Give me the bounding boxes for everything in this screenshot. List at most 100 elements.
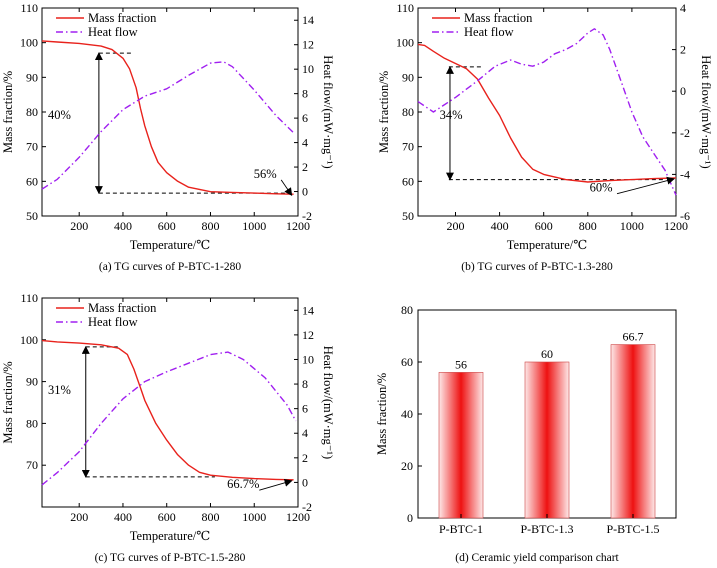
bar-data-label: 56 bbox=[455, 357, 467, 371]
y2-tick-label: 0 bbox=[302, 185, 308, 199]
y2-tick-label: 14 bbox=[302, 13, 314, 27]
annotation-label: 56% bbox=[254, 167, 277, 181]
y-axis-label: Mass fraction/% bbox=[377, 71, 391, 153]
y2-tick-label: 12 bbox=[302, 328, 314, 342]
y-tick-label: 100 bbox=[396, 36, 414, 50]
chart-panel-3: 200 400 600 800 1000 1200 70 80 90 100 110 -2 0 2 4 6 8 1… bbox=[1, 291, 335, 564]
y2-tick-label: 8 bbox=[302, 377, 308, 391]
annotation-pointer bbox=[259, 478, 293, 491]
annotation-label: 60% bbox=[590, 181, 613, 195]
y2-tick-label: -2 bbox=[302, 500, 312, 514]
y-tick-label: 70 bbox=[26, 458, 38, 472]
y2-tick-label: 6 bbox=[302, 402, 308, 416]
y-tick-label: 40 bbox=[401, 407, 413, 421]
annotation-pointer bbox=[280, 179, 293, 196]
x-axis-label: Temperature/℃ bbox=[507, 238, 587, 252]
y2-axis-label: Heat flow/(mW·mg⁻¹) bbox=[321, 346, 335, 459]
panel-caption: (d) Ceramic yield comparison chart bbox=[455, 552, 619, 564]
bar-p-btc-1 bbox=[438, 372, 484, 519]
x-axis-label: Temperature/℃ bbox=[130, 238, 210, 252]
x-tick-label: 1200 bbox=[286, 510, 310, 524]
x-category-label: P-BTC-1.5 bbox=[606, 522, 659, 536]
y2-tick-label: 4 bbox=[302, 426, 308, 440]
x-tick-label: 600 bbox=[158, 510, 176, 524]
x-tick-label: 400 bbox=[114, 510, 132, 524]
bar-p-btc-1-5 bbox=[610, 344, 656, 519]
bar-data-label: 66.7 bbox=[623, 330, 644, 344]
y-tick-label: 50 bbox=[402, 209, 414, 223]
x-tick-label: 200 bbox=[70, 510, 88, 524]
x-tick-label: 1000 bbox=[620, 219, 644, 233]
x-tick-label: 1000 bbox=[242, 219, 266, 233]
y2-tick-label: -6 bbox=[680, 209, 690, 223]
y-tick-label: 70 bbox=[402, 140, 414, 154]
bar-p-btc-1-3 bbox=[524, 361, 570, 519]
y2-tick-label: 8 bbox=[302, 87, 308, 101]
annotation-label: 66.7% bbox=[227, 477, 259, 491]
y-tick-label: 60 bbox=[26, 174, 38, 188]
y2-tick-label: 0 bbox=[680, 84, 686, 98]
y2-axis-label: Heat flow/(mW·mg⁻¹) bbox=[321, 55, 335, 168]
chart-panel-2: 200 400 600 800 1000 1200 50 60 70 80 90 100 110 -6 -4… bbox=[377, 1, 713, 273]
y2-tick-label: 0 bbox=[302, 475, 308, 489]
chart-panel-4: 0 20 40 60 80 Mass fraction/% 56 P-BTC-1 60 P-BTC… bbox=[375, 303, 677, 564]
x-tick-label: 400 bbox=[491, 219, 509, 233]
x-category-label: P-BTC-1.3 bbox=[520, 522, 573, 536]
y-tick-label: 60 bbox=[402, 174, 414, 188]
x-tick-label: 200 bbox=[446, 219, 464, 233]
y2-tick-label: -4 bbox=[680, 167, 690, 181]
y2-axis-label: Heat flow/(mW·mg⁻¹) bbox=[699, 55, 713, 168]
y-tick-label: 90 bbox=[26, 70, 38, 84]
x-tick-label: 600 bbox=[158, 219, 176, 233]
y2-tick-label: 14 bbox=[302, 303, 314, 317]
annotation-pointer bbox=[616, 176, 675, 195]
y2-tick-label: 4 bbox=[302, 136, 308, 150]
x-tick-label: 1200 bbox=[286, 219, 310, 233]
bar-data-label: 60 bbox=[541, 347, 553, 361]
legend-label: Heat flow bbox=[464, 25, 514, 39]
y-axis-label: Mass fraction/% bbox=[1, 361, 15, 443]
y-tick-label: 80 bbox=[26, 105, 38, 119]
y-tick-label: 20 bbox=[401, 459, 413, 473]
y2-tick-label: 10 bbox=[302, 352, 314, 366]
legend-label: Heat flow bbox=[88, 315, 138, 329]
y2-tick-label: 2 bbox=[302, 160, 308, 174]
plot-frame bbox=[41, 297, 299, 508]
heat-flow-line bbox=[41, 351, 297, 486]
mass-fraction-line bbox=[41, 40, 294, 195]
x-tick-label: 400 bbox=[114, 219, 132, 233]
y2-tick-label: 2 bbox=[302, 451, 308, 465]
y-tick-label: 0 bbox=[407, 511, 413, 525]
x-tick-label: 1200 bbox=[664, 219, 688, 233]
y-tick-label: 110 bbox=[396, 1, 414, 15]
y-tick-label: 80 bbox=[26, 416, 38, 430]
x-tick-label: 1000 bbox=[242, 510, 266, 524]
mass-fraction-line bbox=[417, 43, 677, 183]
y2-tick-label: 2 bbox=[680, 43, 686, 57]
y2-tick-label: 4 bbox=[680, 1, 686, 15]
x-category-label: P-BTC-1 bbox=[439, 522, 483, 536]
y-tick-label: 90 bbox=[402, 70, 414, 84]
legend-label: Heat flow bbox=[88, 25, 138, 39]
y-tick-label: 100 bbox=[20, 333, 38, 347]
x-tick-label: 200 bbox=[70, 219, 88, 233]
chart-panel-1: 200 400 600 800 1000 1200 50 60 70 80 90 100 110 -2 0 2… bbox=[1, 1, 335, 273]
x-axis-label: Temperature/℃ bbox=[130, 529, 210, 543]
y-tick-label: 110 bbox=[20, 1, 38, 15]
y-tick-label: 80 bbox=[402, 105, 414, 119]
x-tick-label: 600 bbox=[535, 219, 553, 233]
plot-frame bbox=[41, 7, 299, 217]
panel-caption: (b) TG curves of P-BTC-1.3-280 bbox=[461, 261, 613, 273]
y-tick-label: 70 bbox=[26, 140, 38, 154]
y2-tick-label: 6 bbox=[302, 111, 308, 125]
y2-tick-label: -2 bbox=[302, 209, 312, 223]
x-tick-label: 800 bbox=[201, 219, 219, 233]
x-tick-label: 800 bbox=[579, 219, 597, 233]
y-axis-label: Mass fraction/% bbox=[1, 71, 15, 153]
annotation-label: 31% bbox=[48, 383, 71, 397]
y-axis-label: Mass fraction/% bbox=[375, 373, 389, 455]
annotation-label: 34% bbox=[440, 108, 463, 122]
y-tick-label: 90 bbox=[26, 375, 38, 389]
